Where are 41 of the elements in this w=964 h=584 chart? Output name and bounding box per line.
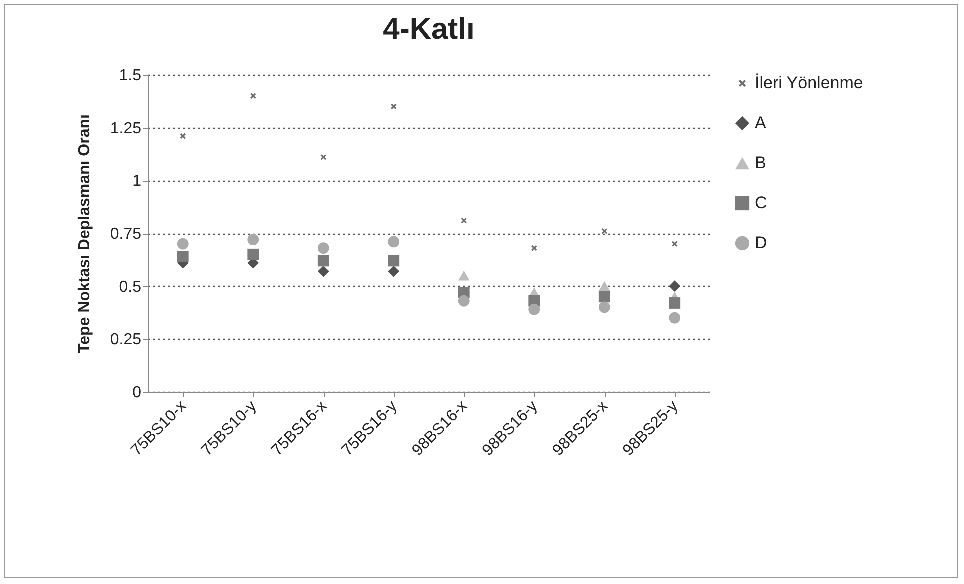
point xyxy=(388,266,400,278)
point xyxy=(598,291,610,303)
point xyxy=(177,251,189,262)
legend-label: B xyxy=(755,154,766,172)
y-tick-label: 0.75 xyxy=(110,226,142,243)
point xyxy=(391,104,397,110)
y-tick-label: 0.5 xyxy=(119,278,142,296)
point xyxy=(318,255,330,267)
y-tick-label: 0 xyxy=(132,384,142,402)
y-tick-label: 1 xyxy=(132,173,142,190)
point xyxy=(532,245,538,252)
y-axis-title: Tepe Noktası Deplasmanı Oranı xyxy=(76,114,94,354)
point xyxy=(318,266,330,278)
point xyxy=(248,248,260,260)
point xyxy=(669,312,681,324)
point xyxy=(672,241,678,247)
point xyxy=(177,238,189,250)
legend-label: İleri Yönlenme xyxy=(755,74,864,92)
legend-label: C xyxy=(755,194,768,212)
legend-label: D xyxy=(755,234,768,252)
point xyxy=(461,218,467,224)
point xyxy=(388,236,400,248)
legend-label: A xyxy=(755,114,767,132)
point xyxy=(458,270,470,281)
y-tick-label: 1.5 xyxy=(119,68,142,84)
point xyxy=(248,234,260,246)
point xyxy=(669,280,681,292)
point xyxy=(528,304,540,316)
point xyxy=(598,302,610,314)
point xyxy=(388,255,400,267)
point xyxy=(598,281,610,292)
point xyxy=(250,93,256,99)
point xyxy=(320,154,326,160)
point xyxy=(318,242,330,254)
point xyxy=(180,133,186,140)
point xyxy=(458,295,470,307)
y-tick-label: 1.25 xyxy=(110,120,142,138)
point xyxy=(602,228,608,234)
chart-title: 4-Katlı xyxy=(383,13,475,46)
y-tick-label: 0.25 xyxy=(110,332,142,349)
point xyxy=(669,298,681,309)
